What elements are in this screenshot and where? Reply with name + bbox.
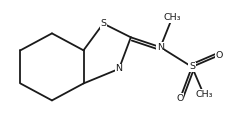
Text: CH₃: CH₃ xyxy=(195,90,213,99)
Text: O: O xyxy=(176,94,184,103)
Text: CH₃: CH₃ xyxy=(164,13,181,22)
Text: N: N xyxy=(157,43,164,52)
Text: S: S xyxy=(100,19,106,28)
Text: O: O xyxy=(216,51,223,60)
Text: N: N xyxy=(115,64,123,73)
Text: S: S xyxy=(189,62,195,71)
